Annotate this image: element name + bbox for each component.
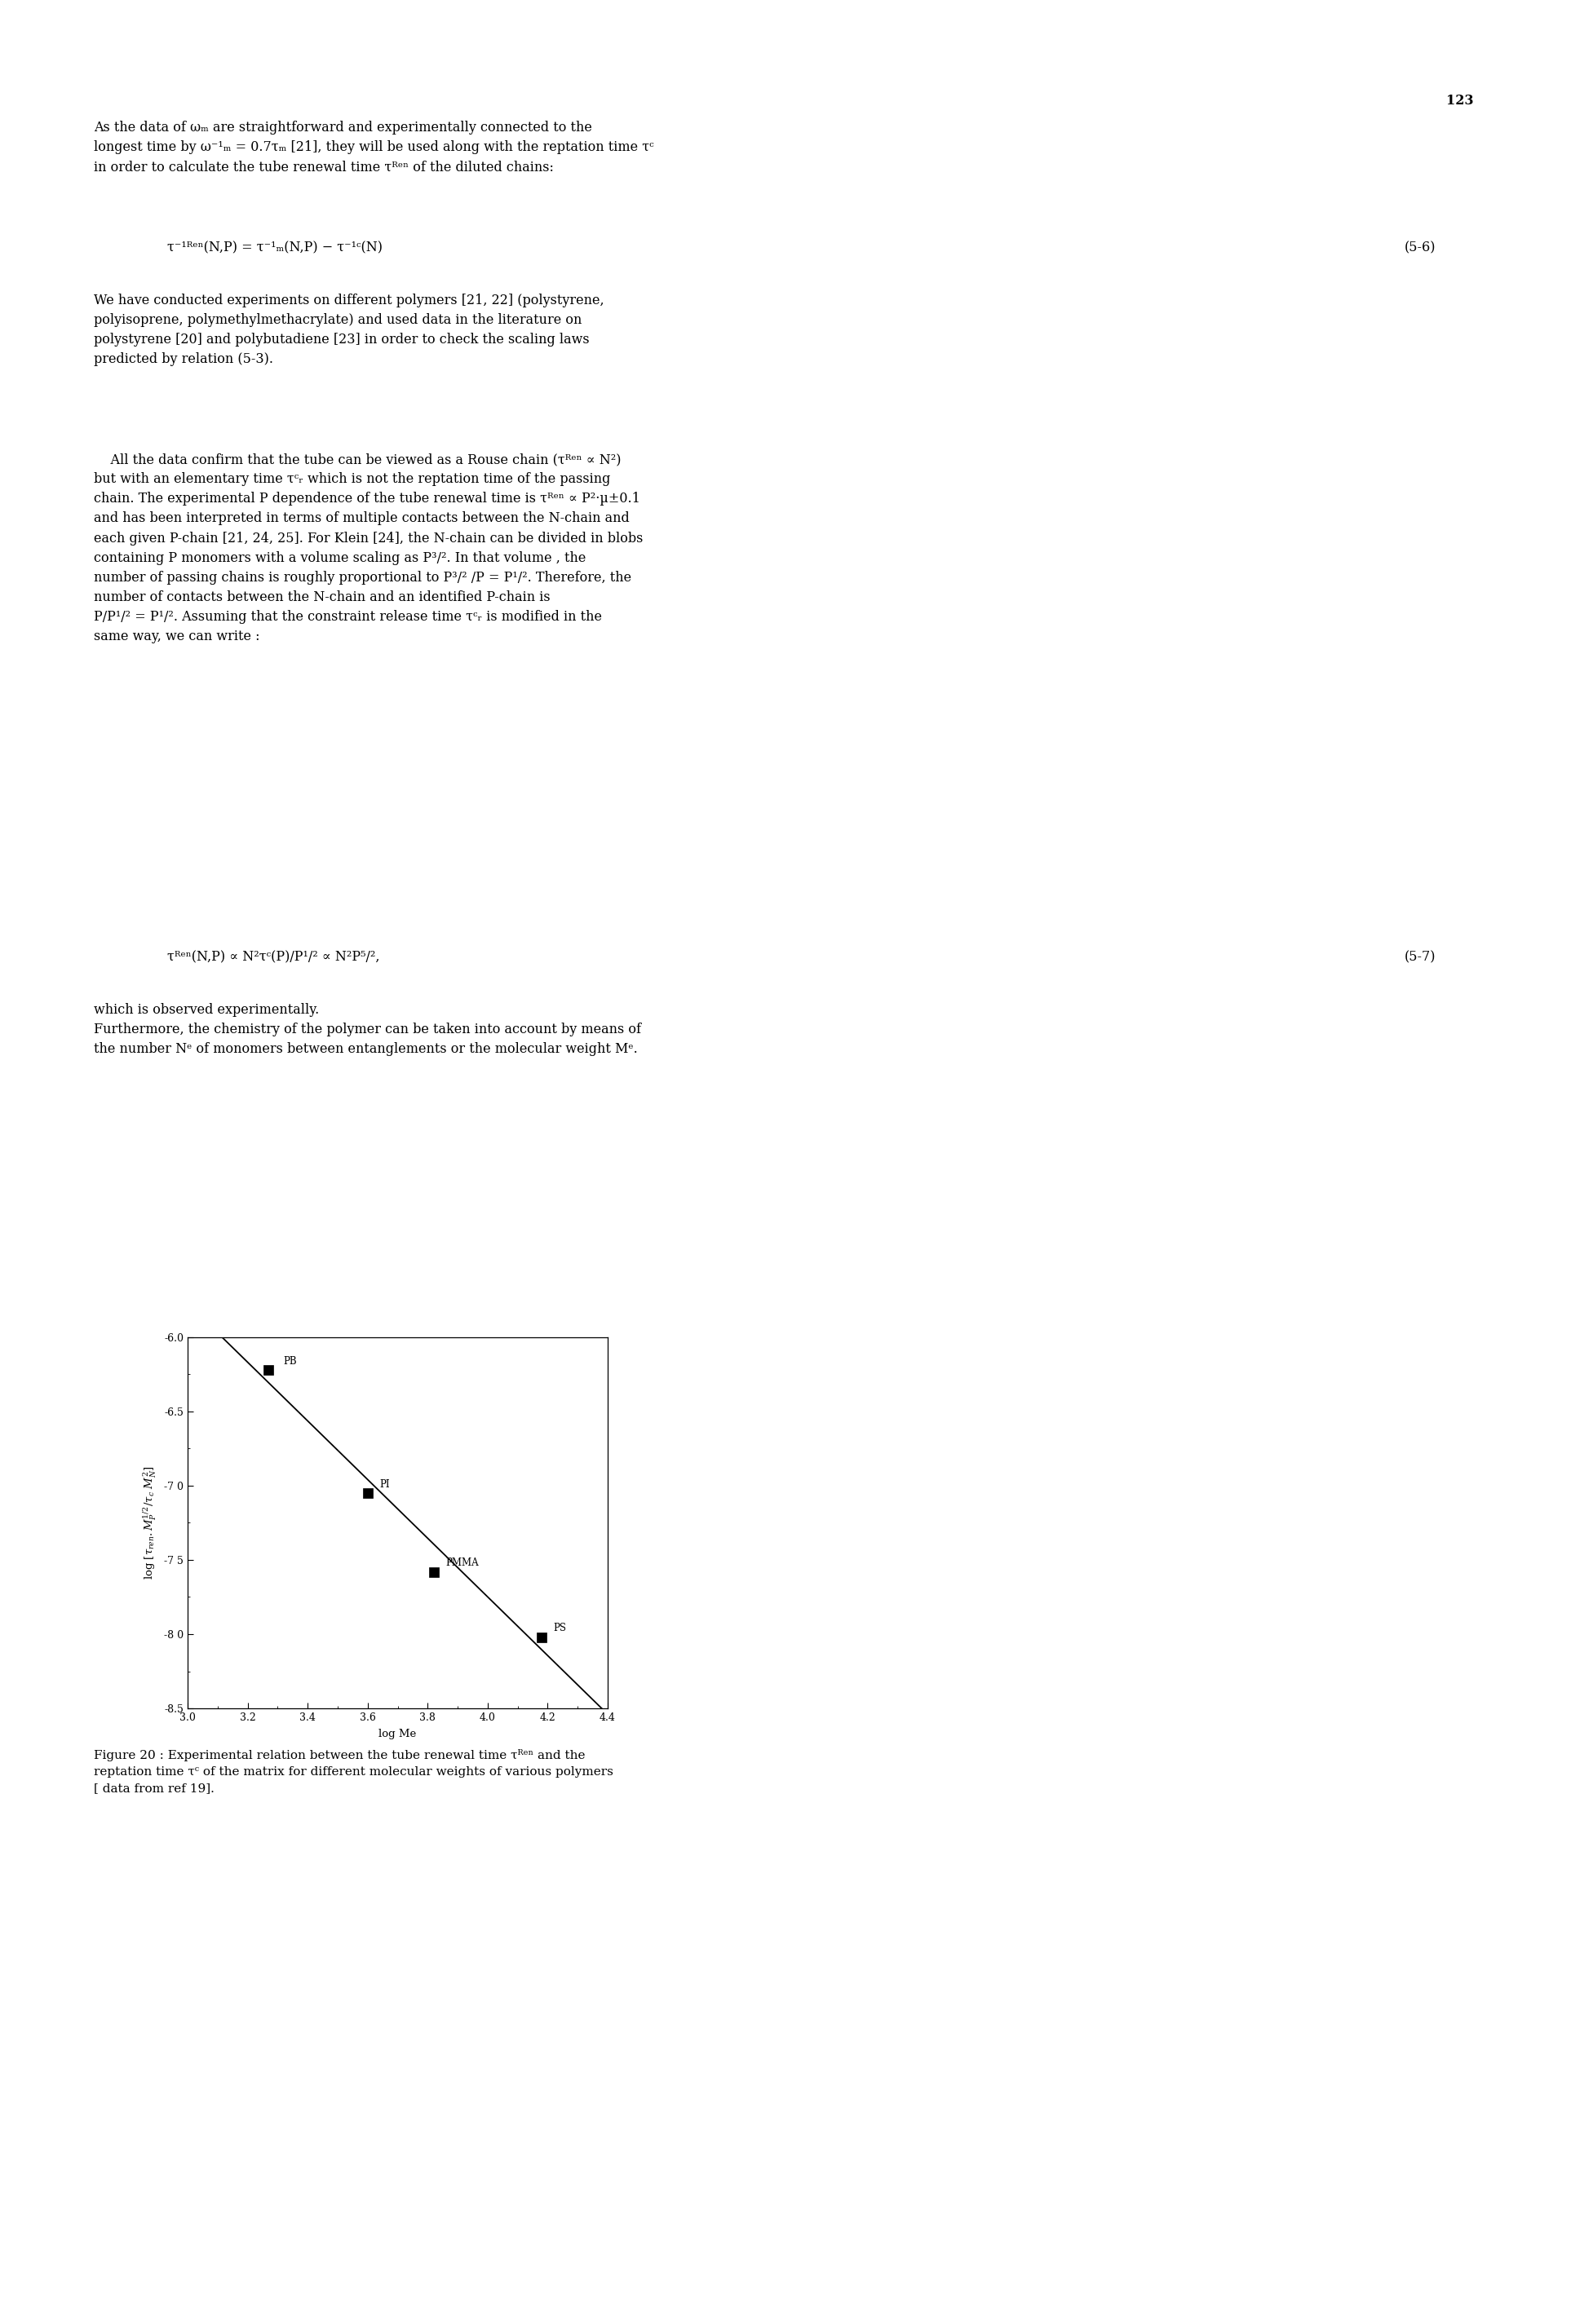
Y-axis label: log [$\tau_{ren}.M_P^{1/2}/\tau_c$ $M_N^2$]: log [$\tau_{ren}.M_P^{1/2}/\tau_c$ $M_N^… [142, 1466, 158, 1580]
Text: We have conducted experiments on different polymers [21, 22] (polystyrene,
polyi: We have conducted experiments on differe… [94, 293, 604, 367]
Text: PS: PS [554, 1622, 567, 1634]
Text: (5-7): (5-7) [1403, 951, 1435, 964]
Text: which is observed experimentally.
Furthermore, the chemistry of the polymer can : which is observed experimentally. Furthe… [94, 1004, 640, 1055]
Text: (5-6): (5-6) [1403, 242, 1435, 253]
Text: Figure 20 : Experimental relation between the tube renewal time τᴿᵉⁿ and the
rep: Figure 20 : Experimental relation betwee… [94, 1750, 613, 1794]
Text: τ⁻¹ᴿᵉⁿ(N,P) = τ⁻¹ₘ(N,P) − τ⁻¹ᶜ(N): τ⁻¹ᴿᵉⁿ(N,P) = τ⁻¹ₘ(N,P) − τ⁻¹ᶜ(N) [167, 242, 382, 253]
X-axis label: log Me: log Me [379, 1729, 416, 1738]
Text: As the data of ωₘ are straightforward and experimentally connected to the
longes: As the data of ωₘ are straightforward an… [94, 121, 653, 174]
Text: PMMA: PMMA [446, 1557, 479, 1569]
Text: 123: 123 [1446, 93, 1474, 107]
Text: All the data confirm that the tube can be viewed as a Rouse chain (τᴿᵉⁿ ∝ N²)
bu: All the data confirm that the tube can b… [94, 453, 644, 644]
Text: PI: PI [379, 1478, 390, 1490]
Text: PB: PB [284, 1355, 298, 1367]
Text: τᴿᵉⁿ(N,P) ∝ N²τᶜ(P)/P¹/² ∝ N²P⁵/²,: τᴿᵉⁿ(N,P) ∝ N²τᶜ(P)/P¹/² ∝ N²P⁵/², [167, 951, 379, 964]
